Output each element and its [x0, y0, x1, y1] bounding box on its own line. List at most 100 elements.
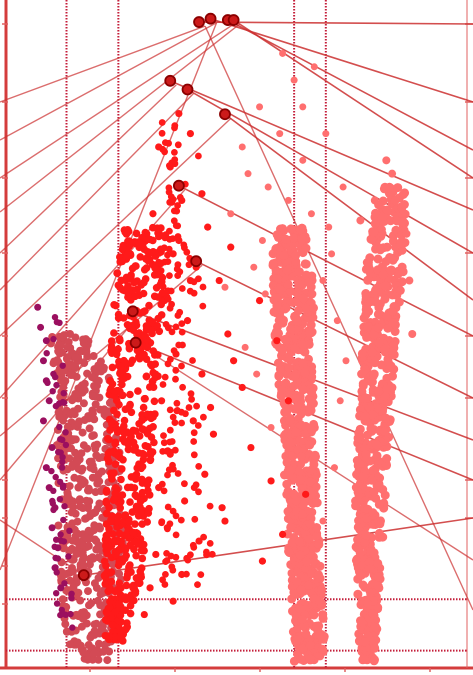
significant-point: [165, 324, 172, 331]
not-significant-point: [393, 183, 402, 192]
not-significant-point: [374, 582, 383, 591]
significant-point: [144, 443, 152, 451]
not-significant-point: [269, 259, 278, 268]
not-significant-point: [286, 438, 295, 447]
down-band-point: [78, 623, 86, 631]
significant-point: [162, 139, 169, 146]
down-band-point: [72, 354, 80, 362]
down-band-point: [73, 451, 81, 459]
significant-point: [178, 517, 185, 524]
not-significant-point: [292, 316, 301, 325]
significant-point: [210, 431, 217, 438]
significant-point: [159, 232, 166, 239]
not-significant-point: [318, 645, 327, 654]
down-highlight-point: [55, 449, 61, 455]
significant-point: [121, 417, 129, 425]
significant-point: [195, 153, 202, 160]
significant-point: [267, 477, 274, 484]
not-significant-point: [306, 641, 315, 650]
significant-point: [139, 489, 147, 497]
down-band-point: [67, 410, 75, 418]
down-highlight-point: [50, 371, 56, 377]
not-significant-point: [295, 604, 304, 613]
marked-point: [229, 15, 239, 25]
not-significant-point: [363, 599, 372, 608]
significant-point: [127, 251, 135, 259]
significant-point: [163, 550, 170, 557]
not-significant-point: [262, 290, 269, 297]
significant-point: [103, 609, 111, 617]
down-band-point: [97, 358, 105, 366]
significant-point: [116, 579, 124, 587]
significant-point: [191, 484, 198, 491]
not-significant-point: [325, 224, 332, 231]
significant-point: [201, 471, 208, 478]
significant-point: [279, 531, 286, 538]
significant-point: [159, 481, 166, 488]
down-band-point: [80, 562, 88, 570]
significant-point: [146, 249, 154, 257]
significant-point: [191, 516, 198, 523]
significant-point: [179, 342, 186, 349]
not-significant-point: [378, 533, 387, 542]
label-connector-line: [0, 23, 217, 140]
significant-point: [101, 558, 109, 566]
down-highlight-point: [65, 553, 71, 559]
significant-point: [145, 302, 153, 310]
not-significant-point: [316, 574, 325, 583]
not-significant-point: [381, 281, 390, 290]
not-significant-point: [313, 498, 322, 507]
significant-point: [221, 517, 228, 524]
significant-point: [101, 572, 109, 580]
significant-point: [273, 337, 280, 344]
significant-point: [199, 303, 206, 310]
significant-point: [121, 555, 129, 563]
not-significant-point: [391, 243, 399, 251]
significant-point: [110, 407, 118, 415]
down-highlight-point: [66, 528, 72, 534]
not-significant-point: [294, 306, 303, 315]
not-significant-point: [359, 381, 368, 390]
not-significant-point: [374, 310, 383, 319]
not-significant-point: [380, 295, 389, 304]
marked-point: [79, 570, 89, 580]
significant-point: [153, 284, 161, 292]
down-highlight-point: [60, 517, 66, 523]
down-highlight-point: [62, 429, 68, 435]
significant-point: [247, 444, 254, 451]
down-highlight-point: [54, 319, 60, 325]
significant-point: [151, 271, 159, 279]
significant-point: [180, 242, 187, 249]
down-band-point: [91, 631, 99, 639]
not-significant-point: [388, 170, 396, 178]
significant-point: [191, 429, 198, 436]
down-band-point: [62, 570, 70, 578]
not-significant-point: [294, 280, 303, 289]
marked-point: [128, 306, 138, 316]
significant-point: [175, 312, 182, 319]
significant-point: [167, 407, 174, 414]
significant-point: [188, 396, 195, 403]
significant-point: [216, 277, 223, 284]
down-band-point: [85, 542, 93, 550]
not-significant-point: [368, 609, 377, 618]
down-band-point: [87, 599, 95, 607]
not-significant-point: [292, 496, 301, 505]
significant-point: [126, 498, 134, 506]
significant-point: [111, 489, 119, 497]
not-significant-point: [286, 325, 295, 334]
significant-point: [139, 425, 147, 433]
significant-point: [129, 529, 137, 537]
down-band-point: [74, 530, 82, 538]
significant-point: [116, 530, 124, 538]
down-band-point: [95, 523, 103, 531]
significant-point: [173, 324, 180, 331]
down-band-point: [66, 482, 74, 490]
not-significant-point: [298, 510, 307, 519]
not-significant-point: [368, 508, 377, 517]
significant-point: [151, 360, 159, 368]
significant-point: [137, 253, 145, 261]
not-significant-point: [314, 540, 323, 549]
significant-point: [230, 357, 237, 364]
significant-point: [171, 347, 178, 354]
